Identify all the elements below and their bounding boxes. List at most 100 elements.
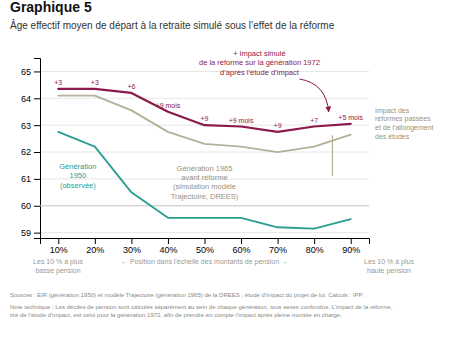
source: Sources : EIR (génération 1950) et modèl… [10,292,364,298]
plot-marks [40,89,369,229]
grid-line [40,71,369,72]
x-tick-mark [205,238,206,244]
difference-label: +9 [201,115,209,122]
series-label: Génération1950(observée) [59,162,96,190]
x-tick-mark [168,238,169,244]
difference-label: +9 mois [229,117,254,124]
x-side-label: Les 10 % à plushaute pension [364,258,414,275]
annotation-arrow [299,79,328,112]
x-tick-label: 60% [233,245,251,255]
y-tick: 61 [21,174,40,184]
x-side-label-line: haute pension [367,267,411,275]
y-tick: 59 [21,228,40,238]
grid-line [40,205,369,206]
x-tick-label: 90% [342,245,360,255]
x-tick: 10% [50,238,68,255]
title: Graphique 5 [10,0,92,15]
side-label-line: Impact des [375,107,410,115]
y-tick-mark [34,71,40,72]
x-tick-mark [278,238,279,244]
note-line: Note technique : Les déciles de pension … [10,304,393,310]
chart: Graphique 5 Âge effectif moyen de départ … [0,0,474,355]
subtitle: Âge effectif moyen de départ à la retrai… [10,19,335,31]
x-side-label-line: Les 10 % à plus [364,258,414,266]
y-tick-mark [34,206,40,207]
side-label-line: réformes passées [375,115,431,123]
series-label-line: Génération 1965 [177,164,233,173]
y-tick-label: 65 [21,67,31,77]
series-label-line: de la réforme sur la génération 1972 [199,58,320,67]
y-tick-label: 61 [21,174,31,184]
series-label-line: + impact simulé [233,49,285,58]
series-line [58,96,350,152]
x-tick: 70% [269,238,287,255]
x-tick-label: 20% [86,245,104,255]
x-axis: 10% 20% 30% 40% 50% 60% 70% 80% 90% [41,238,370,255]
texts: +3+3+6+9 mois+9+9 mois+9+7+5 moisGénérat… [10,49,434,318]
y-tick-mark [34,125,40,126]
y-tick: 65 [21,67,40,77]
x-tick-mark [241,238,242,244]
note-line: tiré de l’étude d’impact, est celui pour… [10,312,342,318]
x-side-label: Les 10 % à plusbasse pension [33,258,83,275]
series-label-line: (observée) [60,181,96,190]
series-label-line: Trajectoire, DREES) [171,192,239,201]
impact-line [332,135,333,176]
source-line: Sources : EIR (génération 1950) et modèl… [10,292,364,298]
note: Note technique : Les déciles de pension … [10,304,393,318]
side-label: Impact desréformes passéeset de l'allong… [375,107,434,140]
difference-label: +7 [310,117,318,124]
x-axis-title-line: ← Position dans l'échelle des montants d… [121,258,288,266]
y-tick-label: 63 [21,121,31,131]
x-tick: 20% [86,238,104,255]
y-tick-mark [34,152,40,153]
y-tick-mark [34,98,40,99]
y-tick-label: 62 [21,147,31,157]
y-tick-label: 64 [21,94,31,104]
x-tick: 50% [196,238,214,255]
series-label-line: d’après l’étude d’impact [220,68,300,77]
x-tick-label: 10% [50,245,68,255]
x-tick: 90% [342,238,360,255]
x-tick: 30% [123,238,141,255]
x-tick-label: 80% [306,245,324,255]
x-tick-label: 30% [123,245,141,255]
x-axis-line [41,239,370,245]
series-label-line: avant réforme [181,173,227,182]
x-axis-title: ← Position dans l'échelle des montants d… [121,258,288,266]
x-side-label-line: basse pension [35,267,80,275]
difference-label: +9 [274,122,282,129]
difference-label: +3 [91,79,99,86]
series-label: + impact simuléde la réforme sur la géné… [199,49,320,77]
y-tick: 63 [21,121,40,131]
difference-label: +9 mois [156,102,181,109]
y-tick: 60 [21,201,40,211]
y-tick-label: 59 [21,228,31,238]
difference-label: +6 [127,83,135,90]
title-line: Graphique 5 [10,0,92,15]
x-tick: 60% [233,238,251,255]
series-label-line: (simulation modèle [173,182,236,191]
x-side-label-line: Les 10 % à plus [33,258,83,266]
series-line [58,89,350,132]
y-tick: 62 [21,147,40,157]
y-tick: 64 [21,94,40,104]
grid-line [40,232,369,233]
x-tick-label: 40% [159,245,177,255]
grid-line [40,152,369,153]
x-tick-mark [351,238,352,244]
series-label-line: Génération [59,162,96,171]
x-tick: 40% [159,238,177,255]
y-tick-label: 60 [21,201,31,211]
grid-line [40,98,369,99]
side-label-line: des études [375,133,410,140]
x-tick-mark [58,238,59,244]
y-tick-mark [34,233,40,234]
y-axis: 59 60 61 62 63 64 65 [21,59,41,239]
subtitle-line: Âge effectif moyen de départ à la retrai… [10,19,335,31]
grid [40,71,369,232]
x-tick: 80% [306,238,324,255]
series-line [58,132,350,229]
y-axis-line [34,59,41,239]
x-tick-mark [95,238,96,244]
